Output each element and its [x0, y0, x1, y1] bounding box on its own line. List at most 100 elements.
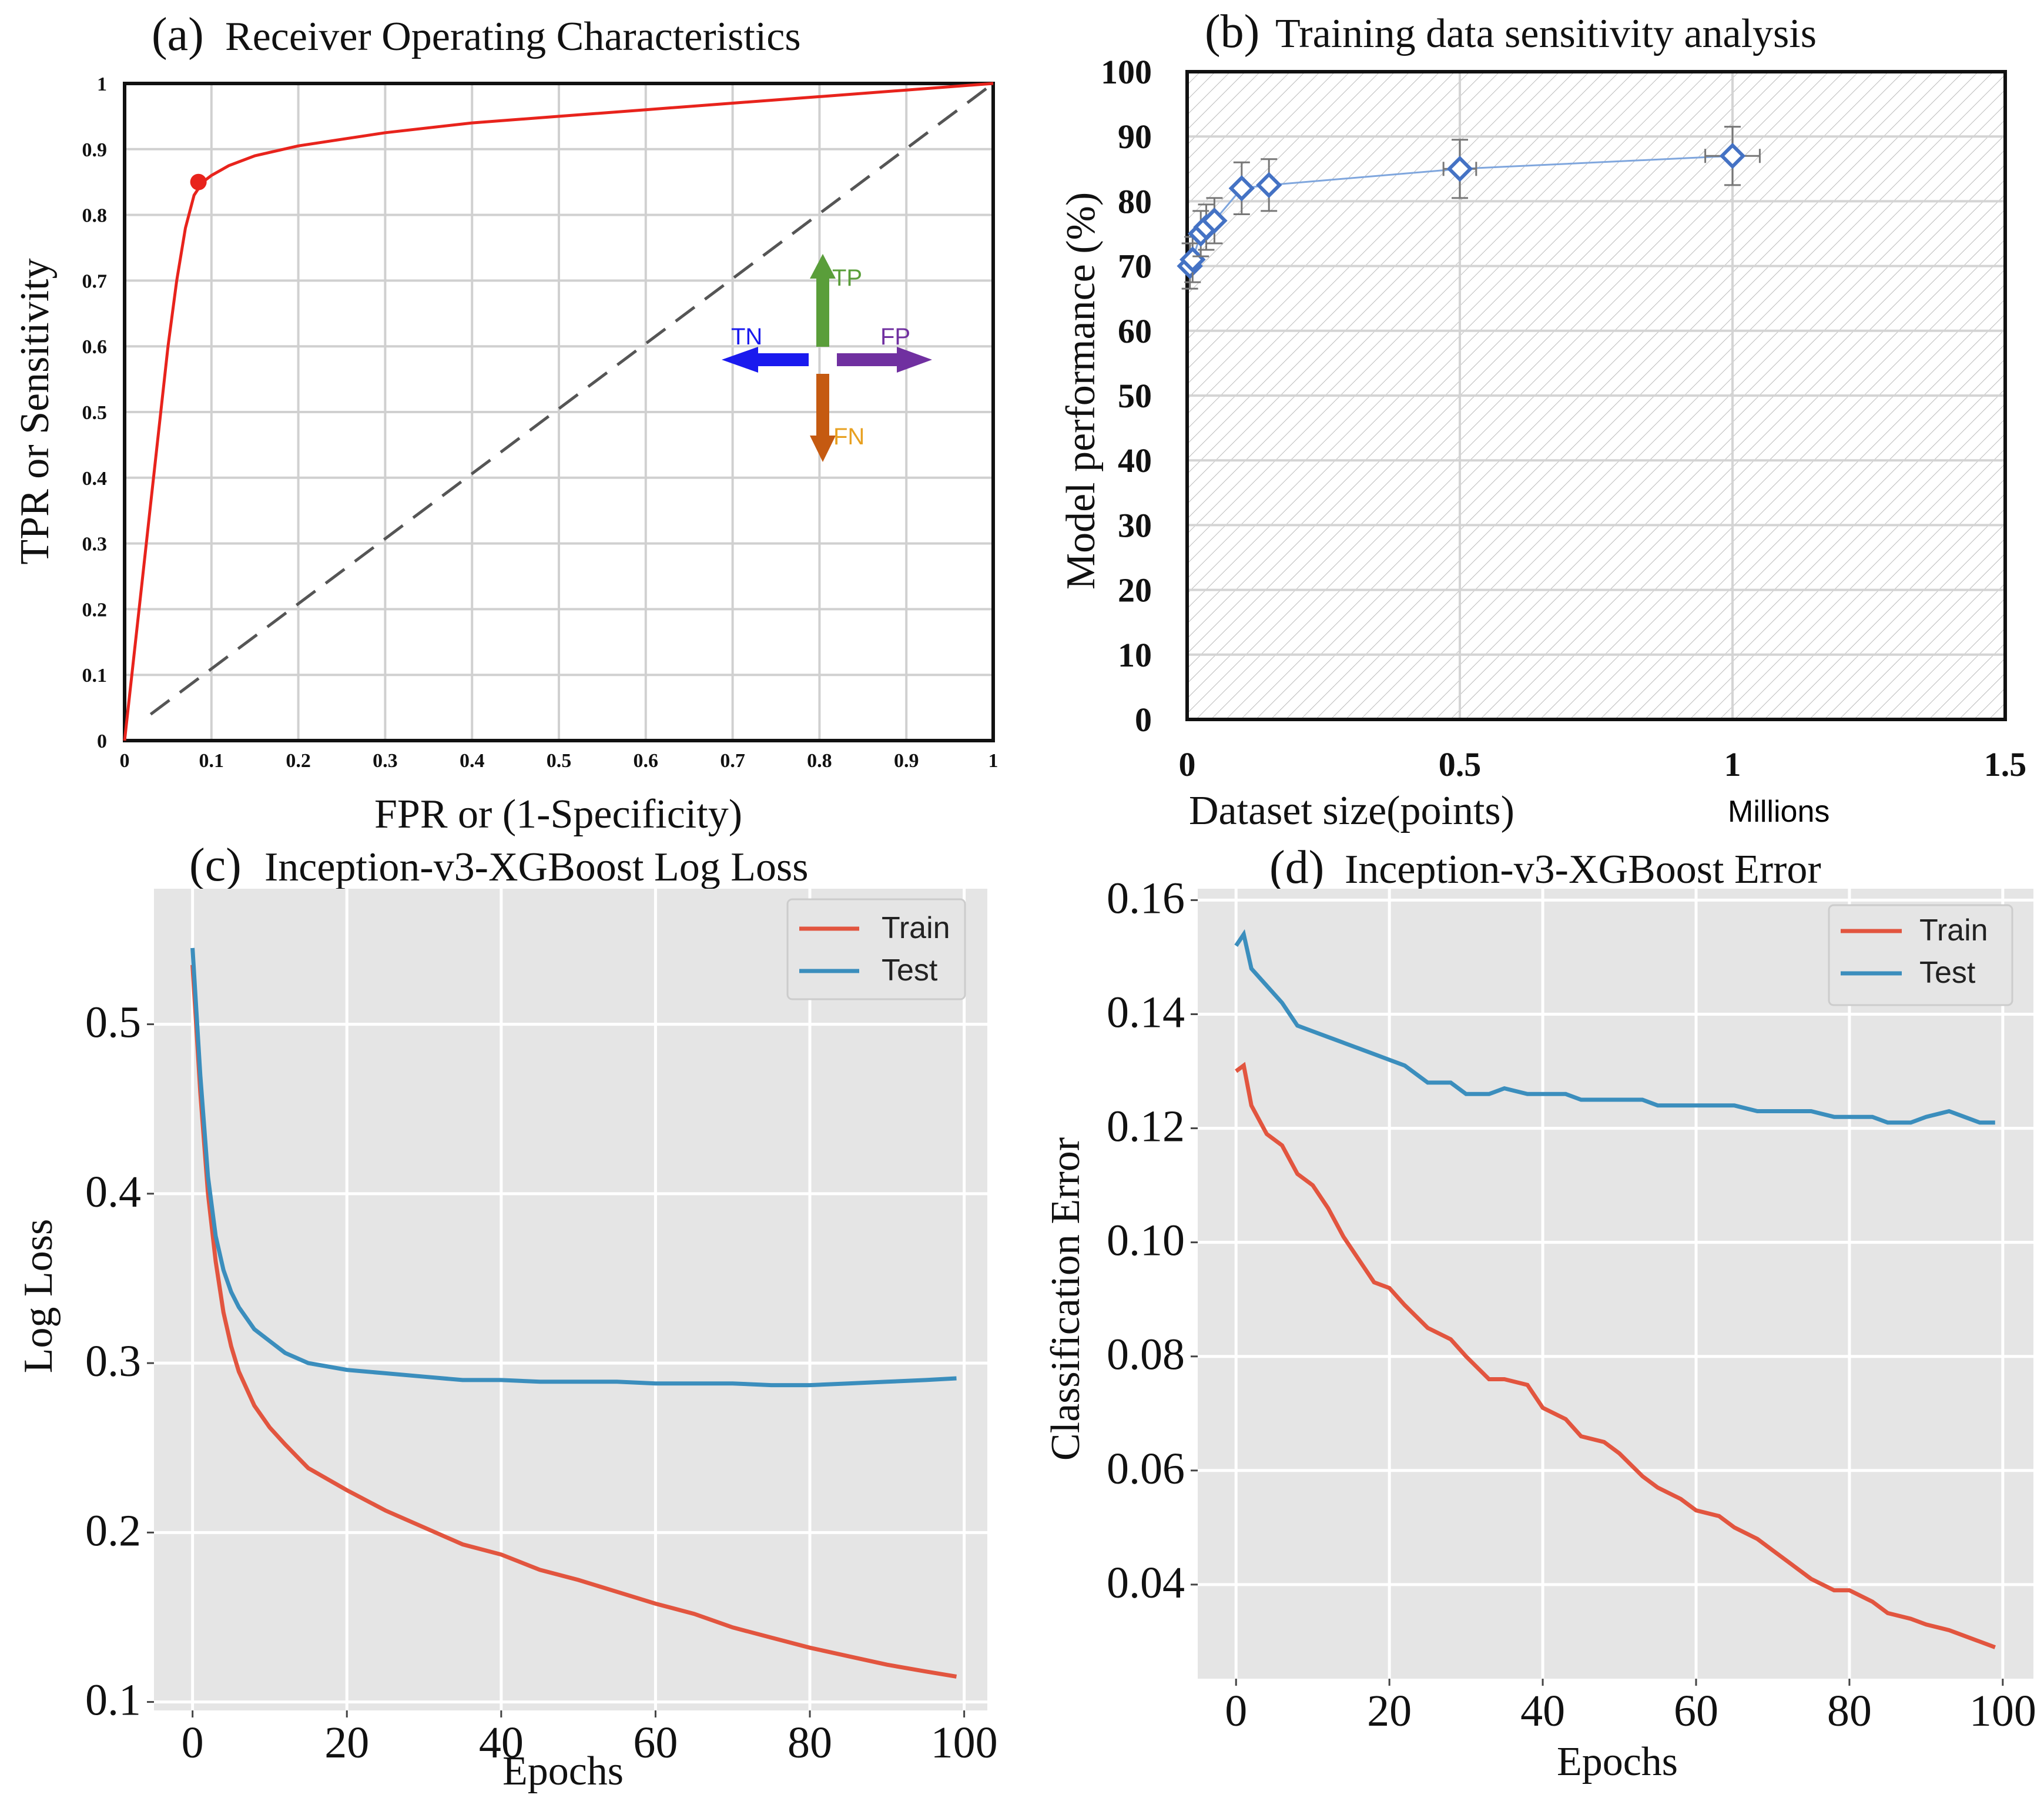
- panel-a-title: Receiver Operating Characteristics: [225, 14, 801, 59]
- y-tick-label: 70: [1118, 247, 1152, 286]
- x-tick-label: 60: [633, 1718, 678, 1767]
- x-axis-label-b: Dataset size(points): [1189, 788, 1514, 833]
- y-tick-label: 100: [1101, 53, 1152, 91]
- y-tick-label: 80: [1118, 182, 1152, 220]
- data-point-marker: [1719, 143, 1746, 169]
- x-tick-label: 100: [1969, 1686, 2036, 1736]
- tp-label: TP: [832, 265, 862, 291]
- panel-error: (d) Inception-v3-XGBoost Error 0 20 40 60 80…: [1043, 842, 2036, 1784]
- y-tick-label: 60: [1118, 312, 1152, 350]
- y-axis-label-c: Log Loss: [16, 1219, 61, 1374]
- y-ticks-c: 0.1 0.2 0.3 0.4 0.5: [85, 998, 154, 1725]
- panel-d-title: Inception-v3-XGBoost Error: [1345, 847, 1821, 892]
- legend-d: Train Test: [1828, 904, 2013, 1006]
- y-tick-label: 0.3: [82, 534, 108, 555]
- y-tick-label: 1: [97, 73, 107, 95]
- x-axis-label-d: Epochs: [1557, 1739, 1678, 1784]
- panel-d-tag: (d): [1269, 842, 1324, 893]
- panel-b-tag: (b): [1205, 6, 1259, 58]
- panel-sensitivity: (b) Training data sensitivity analysis 0…: [1058, 6, 2026, 833]
- y-tick-label: 0.5: [85, 998, 141, 1047]
- y-tick-label: 10: [1118, 636, 1152, 674]
- legend-train-label-c: Train: [882, 911, 950, 945]
- y-ticks-a: 0 0.1 0.2 0.3 0.4 0.5 0.6 0.7 0.8 0.9 1: [82, 73, 108, 752]
- random-guess-diagonal: [149, 82, 994, 716]
- x-tick-label: 1: [989, 750, 998, 772]
- y-tick-label: 0.2: [85, 1506, 141, 1555]
- tn-label: TN: [731, 324, 762, 350]
- panel-b-title: Training data sensitivity analysis: [1275, 11, 1817, 56]
- train-line-d: [1235, 1062, 1996, 1649]
- y-tick-label: 30: [1118, 506, 1152, 544]
- data-point-marker: [1201, 207, 1228, 234]
- panel-logloss: (c) Inception-v3-XGBoost Log Loss 0 20 40 6…: [16, 839, 998, 1794]
- y-ticks-b: 0 10 20 30 40 50 60 70 80 90 100: [1101, 53, 1152, 739]
- x-axis-unit-b: Millions: [1728, 795, 1829, 829]
- x-tick-label: 60: [1674, 1686, 1718, 1736]
- test-line-d: [1234, 929, 1995, 1125]
- y-tick-label: 0.9: [82, 139, 108, 161]
- y-tick-label: 40: [1118, 441, 1152, 480]
- grid-c: [154, 889, 987, 1710]
- panel-c-tag: (c): [189, 839, 242, 891]
- legend-test-label-c: Test: [882, 953, 938, 987]
- x-tick-label: 100: [931, 1718, 998, 1767]
- x-tick-label: 0.5: [1439, 745, 1482, 784]
- x-tick-label: 0.5: [547, 750, 572, 772]
- grid-a: [125, 83, 993, 741]
- y-axis-label-a: TPR or Sensitivity: [12, 258, 58, 564]
- legend-test-label-d: Test: [1919, 956, 1976, 990]
- x-tick-label: 0.4: [460, 750, 485, 772]
- y-tick-label: 0.2: [82, 599, 108, 621]
- legend-box-c: [786, 898, 966, 1000]
- x-tick-label: 20: [1367, 1686, 1412, 1736]
- x-tick-label: 0.1: [199, 750, 224, 772]
- x-tick-label: 0: [182, 1718, 204, 1767]
- legend-c: Train Test: [786, 898, 966, 1000]
- x-tick-label: 80: [1827, 1686, 1872, 1736]
- y-tick-label: 0.06: [1107, 1444, 1185, 1494]
- y-tick-label: 0.8: [82, 205, 108, 227]
- test-line-c: [190, 947, 957, 1388]
- x-tick-label: 1: [1724, 745, 1741, 784]
- data-points-b: [1177, 126, 1761, 290]
- data-point-marker: [1446, 156, 1473, 182]
- x-tick-label: 0.7: [720, 750, 745, 772]
- y-tick-label: 90: [1118, 118, 1152, 156]
- y-tick-label: 20: [1118, 571, 1152, 610]
- x-tick-label: 0.9: [894, 750, 919, 772]
- x-tick-label: 0: [120, 750, 130, 772]
- operating-point-marker: [190, 173, 207, 190]
- plot-area-c: [154, 889, 987, 1710]
- x-tick-label: 40: [1520, 1686, 1565, 1736]
- tn-arrow-icon: [722, 347, 758, 373]
- x-ticks-a: 0 0.1 0.2 0.3 0.4 0.5 0.6 0.7 0.8 0.9 1: [120, 750, 998, 772]
- data-point-marker: [1255, 172, 1282, 199]
- y-tick-label: 0.1: [82, 665, 108, 687]
- x-tick-label: 0: [1225, 1686, 1247, 1736]
- roc-curve: [123, 82, 994, 741]
- x-tick-label: 20: [324, 1718, 369, 1767]
- train-line-c: [190, 965, 957, 1679]
- y-tick-label: 0.14: [1107, 987, 1185, 1037]
- y-tick-label: 0.04: [1107, 1558, 1185, 1608]
- fp-label: FP: [880, 324, 910, 350]
- confusion-arrows: TP TN FP FN: [722, 254, 932, 462]
- axes-frame-a: [123, 82, 995, 742]
- x-tick-label: 0.2: [286, 750, 311, 772]
- fn-label: FN: [833, 424, 864, 450]
- fn-arrow-icon: [810, 436, 836, 462]
- fp-arrow-icon: [897, 347, 932, 373]
- panel-roc: (a) Receiver Operating Characteristics 0…: [12, 9, 998, 837]
- x-tick-label: 0: [1179, 745, 1196, 784]
- data-point-marker: [1228, 175, 1255, 202]
- x-axis-label-c: Epochs: [502, 1749, 624, 1794]
- x-ticks-d: 0 20 40 60 80 100: [1225, 1679, 2036, 1736]
- y-tick-label: 0.7: [82, 270, 108, 292]
- legend-train-label-d: Train: [1919, 913, 1988, 947]
- axes-frame-b: [1185, 70, 2007, 721]
- y-tick-label: 0.12: [1107, 1102, 1185, 1151]
- grid-d: [1198, 889, 2033, 1679]
- y-axis-label-d: Classification Error: [1043, 1137, 1088, 1461]
